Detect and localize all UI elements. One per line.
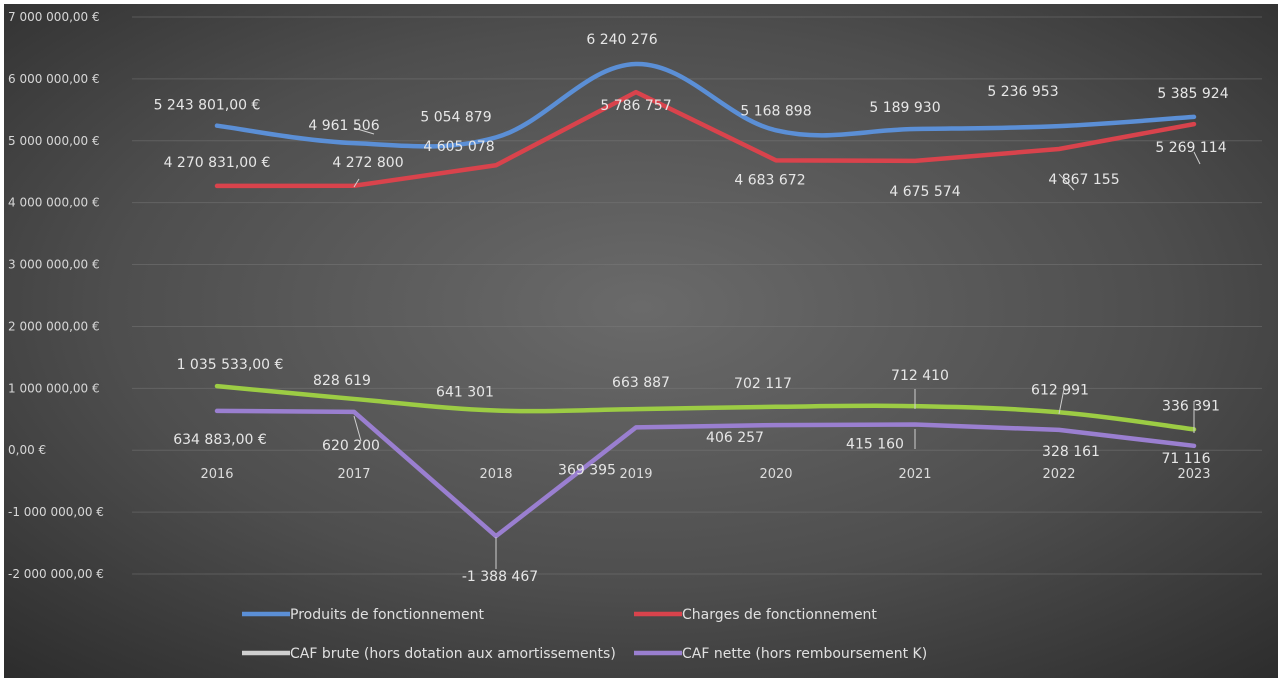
legend-label: CAF brute (hors dotation aux amortisseme… bbox=[290, 646, 616, 662]
data-label-produits: 4 961 506 bbox=[308, 118, 379, 134]
chart-background bbox=[4, 4, 1278, 678]
data-label-produits: 5 054 879 bbox=[420, 109, 491, 125]
series-line-produits bbox=[214, 61, 1197, 149]
legend: Produits de fonctionnement Charges de fon… bbox=[242, 607, 927, 662]
x-tick-label: 2022 bbox=[1042, 467, 1075, 482]
data-label-produits: 6 240 276 bbox=[586, 32, 657, 48]
data-label-leader bbox=[353, 178, 360, 188]
x-tick-label: 2018 bbox=[479, 467, 512, 482]
legend-item-produits: Produits de fonctionnement bbox=[242, 607, 485, 623]
x-tick-label: 2019 bbox=[619, 467, 652, 482]
legend-label: Charges de fonctionnement bbox=[682, 607, 877, 623]
line-chart: 7 000 000,00 € 6 000 000,00 € 5 000 000,00… bbox=[4, 4, 1278, 678]
legend-item-charges: Charges de fonctionnement bbox=[634, 607, 877, 623]
series-line-caf-brute bbox=[214, 383, 1197, 432]
x-axis-ticks: 2016 2017 2018 2019 2020 2021 2022 2023 bbox=[200, 467, 1210, 482]
data-label-produits: 5 385 924 bbox=[1157, 86, 1228, 102]
x-tick-label: 2016 bbox=[200, 467, 233, 482]
y-tick-label: 1 000 000,00 € bbox=[8, 381, 100, 395]
data-label-caf-brute: 663 887 bbox=[612, 375, 670, 391]
data-label-charges: 4 270 831,00 € bbox=[164, 155, 271, 171]
data-label-caf-nette: 620 200 bbox=[322, 438, 380, 454]
data-label-charges: 4 867 155 bbox=[1048, 172, 1119, 188]
data-label-caf-brute: 702 117 bbox=[734, 376, 792, 392]
series-line-caf-nette bbox=[214, 408, 1197, 539]
series-lines bbox=[214, 61, 1197, 539]
data-label-caf-nette: 71 116 bbox=[1162, 451, 1211, 467]
data-label-caf-nette: 369 395 bbox=[558, 462, 616, 478]
data-label-caf-brute: 712 410 bbox=[891, 368, 949, 384]
data-label-caf-nette: 634 883,00 € bbox=[173, 432, 267, 448]
chart-frame: 7 000 000,00 € 6 000 000,00 € 5 000 000,00… bbox=[4, 4, 1278, 678]
data-label-produits: 5 168 898 bbox=[740, 103, 811, 119]
x-tick-label: 2017 bbox=[337, 467, 370, 482]
data-label-caf-brute: 336 391 bbox=[1162, 398, 1220, 414]
data-label-caf-brute: 828 619 bbox=[313, 373, 371, 389]
y-tick-label: 2 000 000,00 € bbox=[8, 319, 100, 333]
y-tick-label: 4 000 000,00 € bbox=[8, 196, 100, 210]
y-axis-ticks: 7 000 000,00 € 6 000 000,00 € 5 000 000,00… bbox=[8, 10, 104, 581]
data-label-caf-brute: 612 991 bbox=[1031, 382, 1089, 398]
data-label-produits: 5 243 801,00 € bbox=[154, 98, 261, 114]
data-label-leader bbox=[1058, 388, 1065, 415]
data-label-charges: 5 269 114 bbox=[1155, 140, 1226, 156]
y-tick-label: 5 000 000,00 € bbox=[8, 134, 100, 148]
x-tick-label: 2020 bbox=[759, 467, 792, 482]
series-line-charges bbox=[214, 89, 1197, 189]
legend-label: Produits de fonctionnement bbox=[290, 607, 485, 623]
data-labels: 5 243 801,00 € 4 961 506 5 054 879 6 240 27… bbox=[154, 32, 1229, 585]
data-label-leader bbox=[353, 127, 375, 135]
y-tick-label: 7 000 000,00 € bbox=[8, 10, 100, 24]
data-label-charges: 4 675 574 bbox=[889, 184, 960, 200]
data-label-caf-nette: -1 388 467 bbox=[462, 569, 538, 585]
data-label-leader bbox=[1193, 151, 1201, 165]
data-label-caf-brute: 641 301 bbox=[436, 385, 494, 401]
data-label-caf-nette: 328 161 bbox=[1042, 444, 1100, 460]
data-label-charges: 4 272 800 bbox=[332, 155, 403, 171]
y-tick-label: 0,00 € bbox=[8, 443, 46, 457]
data-label-produits: 5 189 930 bbox=[869, 100, 940, 116]
data-label-leader bbox=[1058, 173, 1075, 191]
y-tick-label: 3 000 000,00 € bbox=[8, 258, 100, 272]
legend-item-caf-brute: CAF brute (hors dotation aux amortisseme… bbox=[242, 646, 616, 662]
x-tick-label: 2021 bbox=[898, 467, 931, 482]
data-label-leader bbox=[353, 415, 362, 442]
data-label-produits: 5 236 953 bbox=[987, 84, 1058, 100]
legend-label: CAF nette (hors remboursement K) bbox=[682, 646, 927, 662]
x-tick-label: 2023 bbox=[1177, 467, 1210, 482]
data-label-caf-nette: 406 257 bbox=[706, 430, 764, 446]
y-tick-label: 6 000 000,00 € bbox=[8, 72, 100, 86]
y-tick-label: -2 000 000,00 € bbox=[8, 567, 104, 581]
data-label-caf-brute: 1 035 533,00 € bbox=[177, 357, 284, 373]
y-tick-label: -1 000 000,00 € bbox=[8, 505, 104, 519]
legend-item-caf-nette: CAF nette (hors remboursement K) bbox=[634, 646, 927, 662]
data-label-charges: 5 786 757 bbox=[600, 98, 671, 114]
data-label-charges: 4 605 078 bbox=[423, 139, 494, 155]
data-label-caf-nette: 415 160 bbox=[846, 437, 904, 453]
data-label-charges: 4 683 672 bbox=[734, 172, 805, 188]
